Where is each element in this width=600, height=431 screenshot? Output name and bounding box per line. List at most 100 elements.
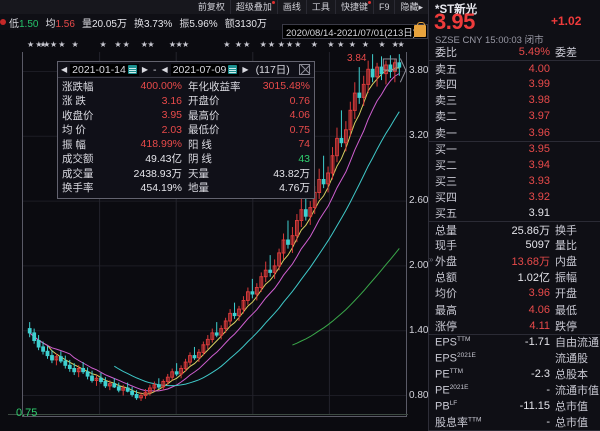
event-star-icon[interactable]: ★ xyxy=(58,40,66,49)
toolbar-item-4[interactable]: 快捷键 xyxy=(334,0,373,14)
stat-label-right: 地量 xyxy=(188,182,209,195)
event-star-icon[interactable]: ★ xyxy=(286,40,294,49)
start-date-field[interactable]: 2021-01-14 xyxy=(70,63,139,76)
event-star-icon[interactable]: ★ xyxy=(99,40,107,49)
event-star-icon[interactable]: ★ xyxy=(277,40,285,49)
event-star-icon[interactable]: ★ xyxy=(140,40,148,49)
notification-dot-icon xyxy=(271,1,275,4)
event-star-icon[interactable]: ★ xyxy=(71,40,79,49)
calendar-icon[interactable] xyxy=(127,65,137,74)
row-label: 均价 xyxy=(435,288,457,301)
event-star-icon[interactable]: ★ xyxy=(35,40,43,49)
event-star-icon[interactable]: ★ xyxy=(391,40,399,49)
fundamental-row: EPS2021E 流通股 xyxy=(429,350,600,366)
event-star-icon[interactable]: ★ xyxy=(397,40,405,49)
toolbar-item-label: 超级叠加 xyxy=(235,2,272,12)
row-label-secondary: 跌停 xyxy=(555,320,577,333)
row-value: 4.00 xyxy=(528,62,550,75)
toolbar-item-1[interactable]: 超级叠加 xyxy=(229,0,277,14)
range-statistics-popup[interactable]: ◀ 2021-01-14 ▶ - ◀ 2021-07-09 ▶ (117日) 涨… xyxy=(57,61,315,199)
row-value: 3.96 xyxy=(528,126,550,139)
stat-row: 成交量 2438.93万 天量 43.82万 xyxy=(62,166,310,181)
y-axis-labels: 3.80 3.20 2.60 2.00 1.40 0.80 xyxy=(409,52,445,417)
toolbar-item-label: 快捷键 xyxy=(340,2,368,12)
row-value: -2.3 xyxy=(531,367,550,380)
event-star-icon[interactable]: ★ xyxy=(234,40,243,49)
quote-detail-panel[interactable]: *ST新光 3.95 +1.02 SZSE CNY 15:00:03 闭市 委比… xyxy=(428,0,600,431)
lock-icon[interactable] xyxy=(414,22,426,37)
event-star-icon[interactable]: ★ xyxy=(243,40,251,49)
event-star-icon[interactable]: ★ xyxy=(361,40,370,49)
stat-label-left: 成交额 xyxy=(62,153,94,166)
toolbar-item-0[interactable]: 前复权 xyxy=(193,0,230,14)
event-star-icon[interactable]: ★ xyxy=(348,40,356,49)
event-star-icon[interactable]: ★ xyxy=(43,40,51,49)
row-value: 13.68万 xyxy=(511,256,550,269)
quote-row: 外盘 13.68万 内盘 xyxy=(429,253,600,269)
toolbar-item-6[interactable]: 隐藏▸ xyxy=(394,0,428,14)
notification-dot-icon xyxy=(367,1,371,4)
stat-label-right: 阳 线 xyxy=(188,138,212,151)
date-range-selector[interactable]: 2020/08/14-2021/07/01(213日) ▼ xyxy=(282,24,428,39)
toolbar-item-5[interactable]: F9 xyxy=(372,0,395,14)
event-star-icon[interactable]: ★ xyxy=(147,40,155,49)
event-star-icon[interactable]: ★ xyxy=(50,40,58,49)
row-value: 4.11 xyxy=(529,319,550,332)
row-value: - xyxy=(546,384,550,397)
event-star-icon[interactable]: ★ xyxy=(175,40,183,49)
stat-value-left: 454.19% xyxy=(140,181,182,194)
stat-label-left: 换手率 xyxy=(62,182,94,195)
row-value: 3.98 xyxy=(528,94,550,107)
row-value: 4.06 xyxy=(528,303,550,316)
close-icon[interactable] xyxy=(299,64,310,75)
row-label: PE2021E xyxy=(435,383,469,397)
stat-value-right: 43.82万 xyxy=(273,167,310,180)
event-star-icon[interactable]: ★ xyxy=(114,40,122,49)
quote-row: 均价 3.96 开盘 xyxy=(429,285,600,301)
row-label-secondary: 流通股 xyxy=(555,352,588,365)
calendar-icon[interactable] xyxy=(228,65,238,74)
row-label: 卖一 xyxy=(435,127,457,140)
event-star-icon[interactable]: ★ xyxy=(39,40,47,49)
row-label: 外盘 xyxy=(435,256,457,269)
next-end-date-button[interactable]: ▶ xyxy=(242,65,249,74)
row-label: 总量 xyxy=(435,224,457,237)
event-star-icon[interactable]: ★ xyxy=(267,40,276,49)
quote-row: 卖五 4.00 xyxy=(429,60,600,76)
row-label-secondary: 总市值 xyxy=(555,417,588,430)
event-star-icon[interactable]: ★ xyxy=(294,40,302,49)
event-star-icon[interactable]: ★ xyxy=(378,40,386,49)
panel-expand-handle[interactable]: » xyxy=(429,255,434,264)
event-star-icon[interactable]: ★ xyxy=(337,40,345,49)
currency-code: CNY xyxy=(462,35,483,46)
event-star-icon[interactable]: ★ xyxy=(26,40,35,49)
row-value: 3.95 xyxy=(528,143,550,156)
quote-row: 卖二 3.97 xyxy=(429,108,600,124)
event-star-icon[interactable]: ★ xyxy=(259,40,267,49)
end-date-field[interactable]: 2021-07-09 xyxy=(170,63,240,76)
quote-row: 买五 3.91 xyxy=(429,205,600,221)
next-start-date-button[interactable]: ▶ xyxy=(141,65,149,74)
event-star-icon[interactable]: ★ xyxy=(310,40,318,49)
event-star-icon[interactable]: ★ xyxy=(223,40,231,49)
prev-end-date-button[interactable]: ◀ xyxy=(161,65,168,74)
row-label: PBLF xyxy=(435,399,458,413)
row-label-superscript: TTM xyxy=(457,335,471,343)
low-price-marker: 0.75 xyxy=(16,407,38,419)
stat-value-left: 418.99% xyxy=(140,138,182,151)
event-star-icon[interactable]: ★ xyxy=(327,40,335,49)
stat-label-left: 收盘价 xyxy=(62,109,94,122)
event-star-icon[interactable]: ★ xyxy=(122,40,130,49)
row-label-secondary: 内盘 xyxy=(555,256,577,269)
row-value: 3.92 xyxy=(528,190,550,203)
event-star-icon[interactable]: ★ xyxy=(168,40,177,49)
event-star-icon[interactable]: ★ xyxy=(182,40,190,49)
prev-start-date-button[interactable]: ◀ xyxy=(61,65,68,74)
high-price-marker: 3.84 xyxy=(347,53,367,64)
row-label: 总额 xyxy=(435,272,457,285)
toolbar-item-3[interactable]: 工具 xyxy=(305,0,335,14)
toolbar-item-2[interactable]: 画线 xyxy=(276,0,306,14)
quote-row: 买二 3.94 xyxy=(429,157,600,173)
toolbar-item-label: F9 xyxy=(378,2,390,12)
